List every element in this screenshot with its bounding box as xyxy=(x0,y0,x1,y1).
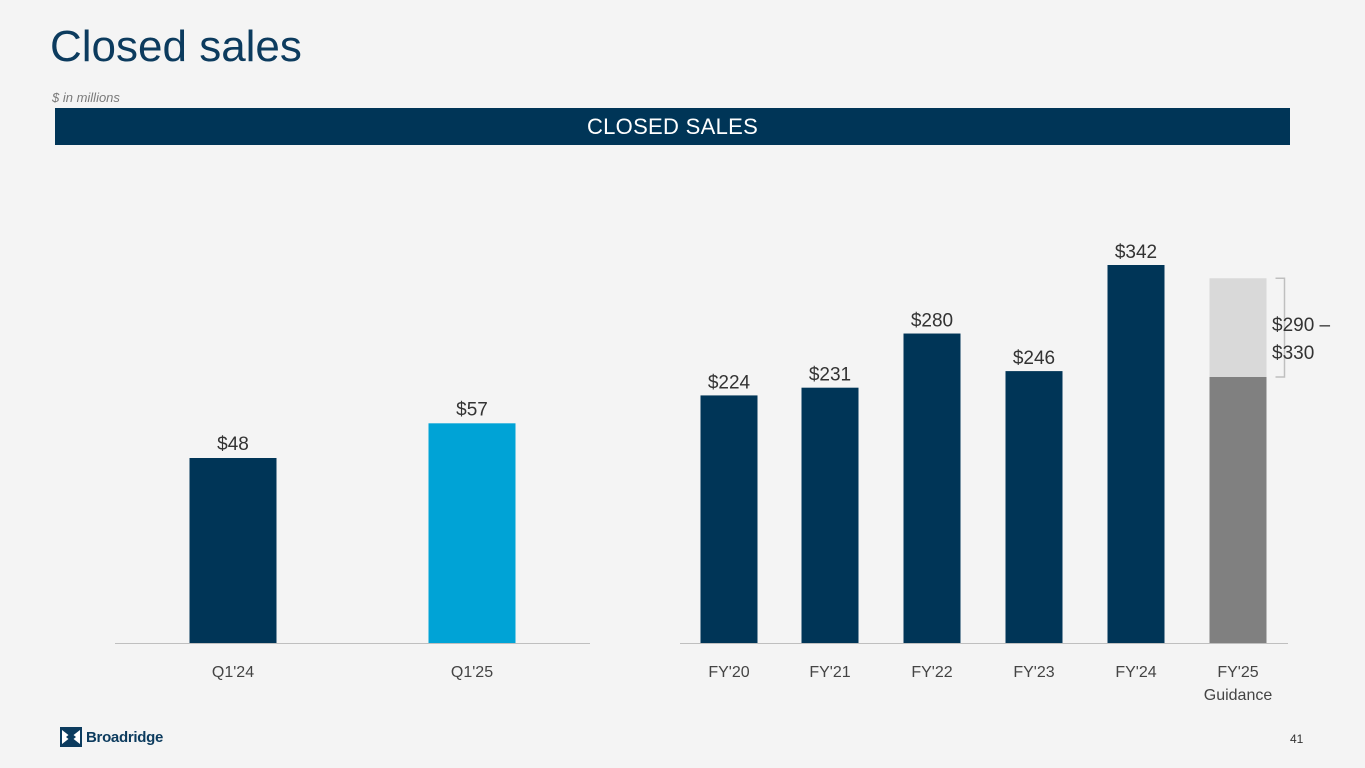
bar-value-label: $342 xyxy=(1115,242,1157,263)
x-tick-label: Q1'25 xyxy=(451,664,493,681)
x-tick-label: FY'20 xyxy=(708,664,749,681)
broadridge-logo: Broadridge xyxy=(60,727,163,747)
section-banner: CLOSED SALES xyxy=(55,108,1290,145)
bar-q124 xyxy=(189,458,277,643)
bar-value-label: $280 xyxy=(911,311,953,332)
logo-text: Broadridge xyxy=(86,728,164,746)
x-tick-label: FY'24 xyxy=(1115,664,1156,681)
bar-fy20 xyxy=(700,395,758,643)
bar-fy22 xyxy=(903,333,961,643)
bar-value-label: $48 xyxy=(217,434,249,455)
bar-value-label: $231 xyxy=(809,365,851,386)
x-tick-label: Q1'24 xyxy=(212,664,254,681)
bar-value-label: $246 xyxy=(1013,348,1055,369)
bar-fy21 xyxy=(801,387,859,643)
page-title: Closed sales xyxy=(50,22,302,71)
guidance-range-band xyxy=(1209,278,1267,377)
guidance-range-label: $290 – xyxy=(1272,315,1331,336)
guidance-base-bar xyxy=(1209,377,1267,643)
x-tick-label: FY'25 xyxy=(1217,664,1258,681)
bar-q125 xyxy=(428,423,516,643)
x-tick-label: FY'22 xyxy=(911,664,952,681)
broadridge-logo-icon xyxy=(60,727,82,747)
page-number: 41 xyxy=(1290,732,1304,746)
x-tick-label: Guidance xyxy=(1204,687,1273,704)
bar-value-label: $57 xyxy=(456,399,488,420)
bar-value-label: $224 xyxy=(708,372,751,393)
section-banner-label: CLOSED SALES xyxy=(586,113,759,139)
guidance-range-label: $330 xyxy=(1272,343,1314,364)
guidance-bracket xyxy=(1275,277,1286,378)
bar-fy23 xyxy=(1005,371,1063,643)
units-note: $ in millions xyxy=(52,90,120,105)
bar-fy24 xyxy=(1107,265,1165,643)
x-tick-label: FY'23 xyxy=(1013,664,1054,681)
x-tick-label: FY'21 xyxy=(809,664,850,681)
